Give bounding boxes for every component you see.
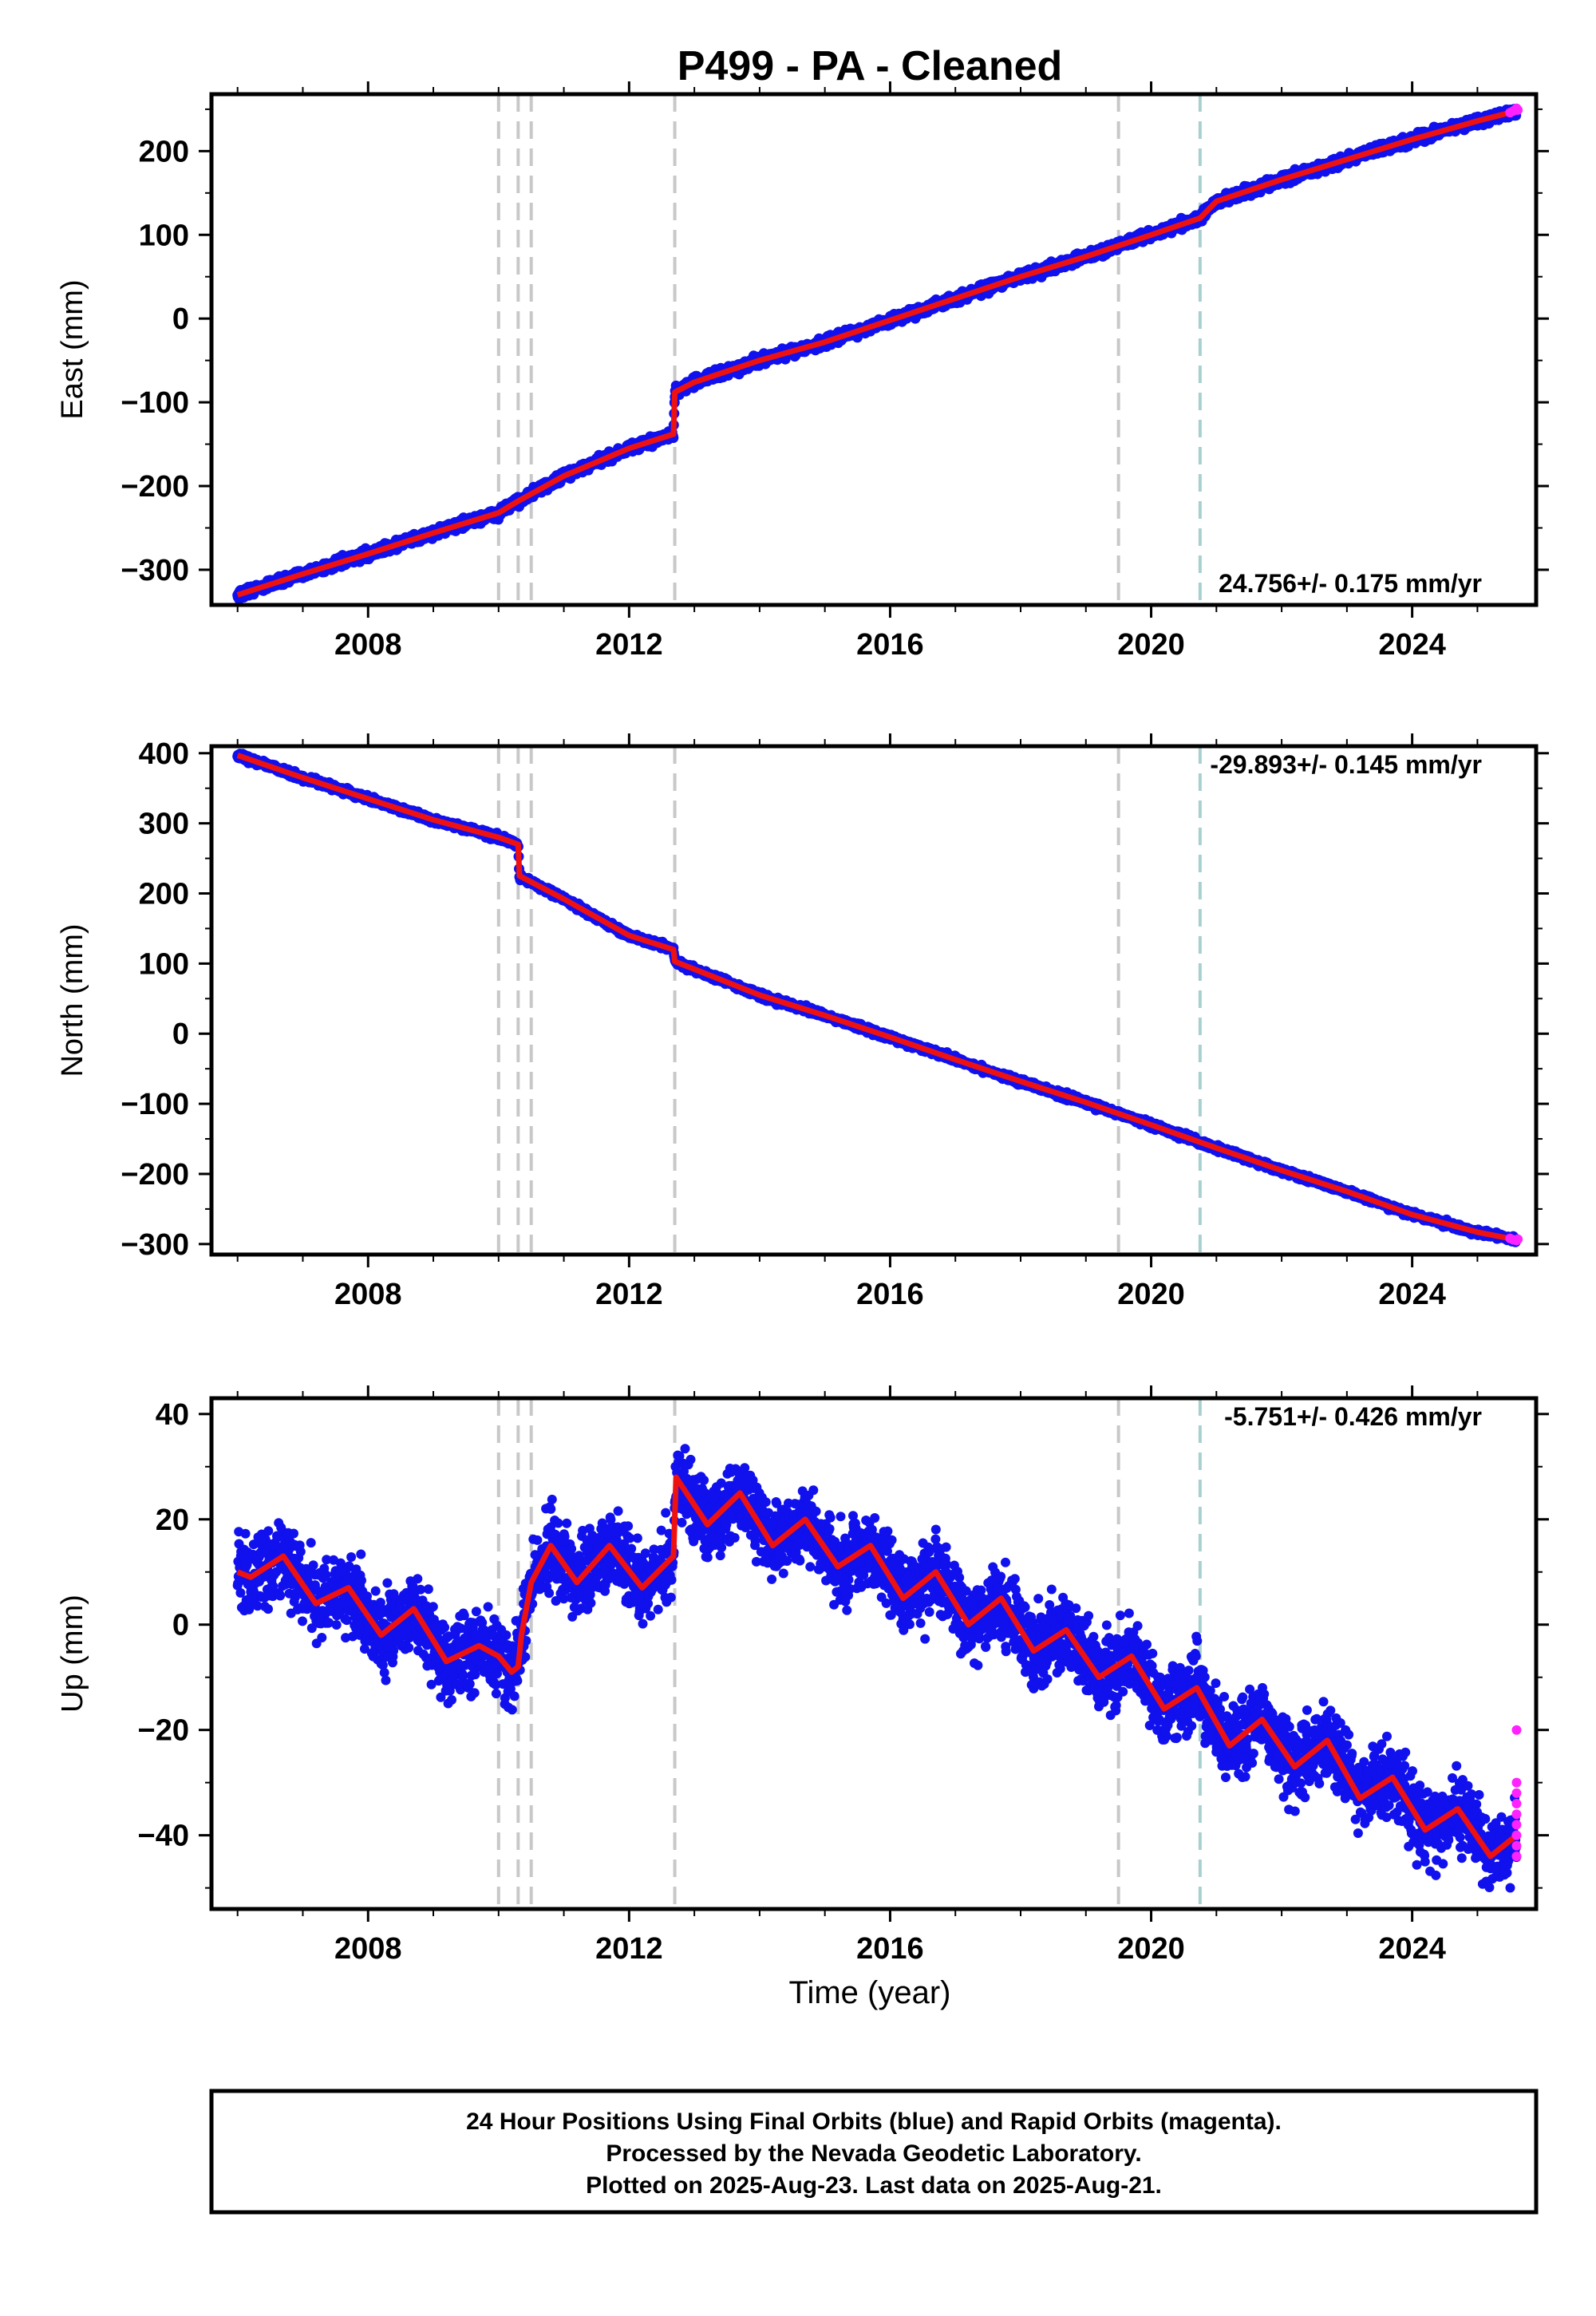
y-axis-label: East (mm) (56, 279, 89, 419)
figure-title: P499 - PA - Cleaned (678, 43, 1063, 89)
x-tick-label: 2016 (856, 628, 924, 662)
y-tick-label: 200 (139, 135, 189, 168)
rapid-orbit-points (1505, 103, 1523, 118)
y-tick-label: −100 (120, 386, 189, 420)
plot-area (232, 746, 1523, 1255)
rapid-point (1513, 105, 1523, 115)
plot-area (232, 94, 1523, 605)
y-tick-label: 0 (172, 302, 189, 336)
plot-frame (209, 92, 1539, 607)
final-orbit-points (232, 749, 1522, 1247)
x-tick-label: 2024 (1378, 628, 1446, 662)
y-tick-label: −200 (120, 470, 189, 504)
final-orbit-points (232, 104, 1522, 605)
x-tick-label: 2012 (595, 628, 663, 662)
x-tick-label: 2020 (1117, 628, 1185, 662)
model-line (236, 108, 1518, 598)
y-tick-label: −300 (120, 554, 189, 587)
x-tick-label: 2008 (334, 628, 402, 662)
rate-label: 24.756+/- 0.175 mm/yr (1219, 569, 1482, 598)
y-tick-label: 100 (139, 219, 189, 252)
east-panel: −300 −200 −100 0 100 200 2008 2012 2016 2020 2024 E… (56, 81, 1549, 662)
